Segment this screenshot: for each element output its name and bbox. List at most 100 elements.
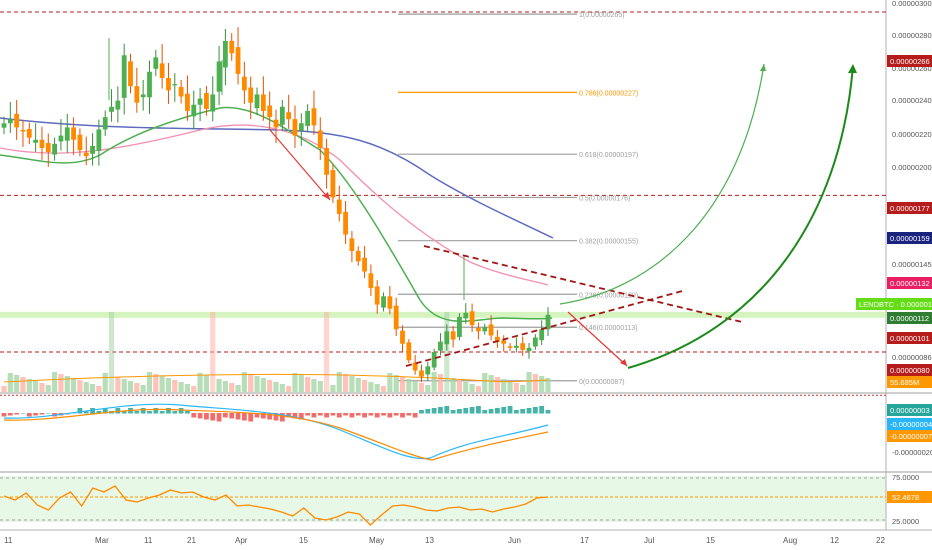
price-tick-label: 0.00000260 — [892, 64, 932, 73]
price-tick-label: 0.00000086 — [892, 353, 932, 362]
macd-histogram-bar — [362, 413, 367, 418]
candle-body — [292, 119, 298, 136]
up-projection-curve — [559, 63, 765, 305]
candle-body — [526, 347, 532, 352]
candle-body — [362, 257, 367, 272]
candle-body — [343, 211, 348, 235]
volume-bar — [260, 378, 266, 392]
candle-body — [197, 98, 203, 105]
volume-bar — [197, 373, 203, 392]
candle-body — [431, 351, 437, 368]
volume-bar — [172, 380, 178, 392]
symbol-price-badge — [856, 298, 932, 310]
time-tick-label: 15 — [299, 536, 308, 545]
volume-bar — [159, 376, 165, 392]
candle-body — [444, 331, 450, 345]
macd-histogram-bar — [305, 413, 311, 416]
macd-tick-label: -0.00000020 — [892, 448, 932, 457]
price-tick-label: 0.00000300 — [892, 0, 932, 8]
price-badge — [887, 277, 932, 289]
volume-bar — [526, 372, 532, 392]
time-tick-label: Jun — [508, 536, 521, 545]
candle-body — [45, 143, 51, 153]
time-tick-label: 11 — [4, 536, 13, 545]
time-tick-label: Jul — [644, 536, 654, 545]
macd-histogram-bar — [539, 406, 545, 414]
volume-bar — [387, 373, 393, 392]
volume-bar — [324, 312, 330, 392]
down-arrow-head — [620, 359, 627, 366]
volume-bar — [349, 376, 355, 392]
volume-bar — [317, 381, 323, 392]
macd-histogram-bar — [425, 409, 431, 414]
volume-bar — [14, 375, 20, 392]
candle-body — [463, 312, 469, 319]
candle-body — [159, 63, 165, 78]
fib-level-label: 0.786(0.00000227) — [579, 90, 638, 97]
price-badge — [887, 376, 932, 388]
volume-bar — [425, 385, 431, 392]
time-tick-label: May — [369, 536, 384, 545]
volume-bar — [241, 372, 247, 392]
price-badge-label: 0.00000132 — [890, 279, 930, 288]
current-price-band — [0, 311, 886, 318]
candle-body — [317, 130, 323, 148]
macd-histogram-bar — [96, 411, 102, 414]
candle-body — [172, 84, 178, 86]
macd-histogram-bar — [185, 411, 190, 414]
volume-bar — [222, 381, 228, 392]
candle-body — [254, 94, 260, 109]
macd-histogram-bar — [355, 413, 361, 416]
volume-bar — [475, 386, 482, 392]
macd-histogram-bar — [431, 408, 437, 414]
rsi-band — [0, 476, 886, 522]
time-tick-label: 15 — [706, 536, 715, 545]
ma-long-line — [0, 117, 554, 239]
macd-histogram-bar — [343, 413, 348, 416]
candle-body — [450, 331, 456, 340]
macd-histogram-bar — [121, 411, 127, 414]
volume-ma-line — [3, 373, 549, 383]
macd-histogram-bar — [494, 408, 500, 414]
volume-bar — [456, 380, 463, 392]
macd-histogram-bar — [482, 410, 488, 414]
volume-bar — [412, 381, 418, 392]
candle-body — [494, 336, 500, 342]
time-tick-label: 11 — [144, 536, 153, 545]
macd-histogram-bar — [279, 413, 285, 422]
candle-body — [222, 40, 228, 68]
volume-bar — [115, 377, 121, 392]
macd-histogram-bar — [507, 406, 513, 414]
candle-body — [248, 87, 254, 103]
macd-histogram-bar — [374, 413, 380, 418]
macd-histogram-bar — [204, 413, 209, 420]
volume-bar — [33, 381, 39, 392]
volume-bar — [539, 376, 545, 392]
macd-histogram-bar — [191, 413, 197, 418]
rsi-badge — [887, 491, 932, 503]
candle-body — [457, 316, 462, 337]
macd-signal-line — [3, 408, 549, 461]
macd-histogram-bar — [349, 413, 355, 418]
candle-body — [324, 148, 330, 175]
time-tick-label: Mar — [95, 536, 109, 545]
volume-bar — [380, 386, 387, 392]
candle-body — [109, 106, 114, 112]
macd-histogram-bar — [45, 413, 51, 414]
down-arrow-line — [567, 311, 628, 367]
volume-bar — [178, 382, 184, 392]
macd-histogram-bar — [501, 407, 507, 414]
macd-histogram-bar — [254, 413, 260, 418]
candle-body — [1, 123, 7, 128]
fib-level-label: 0.236(0.00000129) — [579, 292, 638, 299]
candle-body — [121, 55, 127, 98]
volume-bar — [330, 385, 336, 392]
macd-histogram-bar — [463, 408, 469, 414]
macd-histogram-bar — [166, 408, 171, 414]
candle-body — [507, 346, 513, 348]
volume-bar — [286, 386, 292, 392]
macd-histogram-bar — [526, 408, 532, 414]
volume-bar — [102, 373, 108, 392]
